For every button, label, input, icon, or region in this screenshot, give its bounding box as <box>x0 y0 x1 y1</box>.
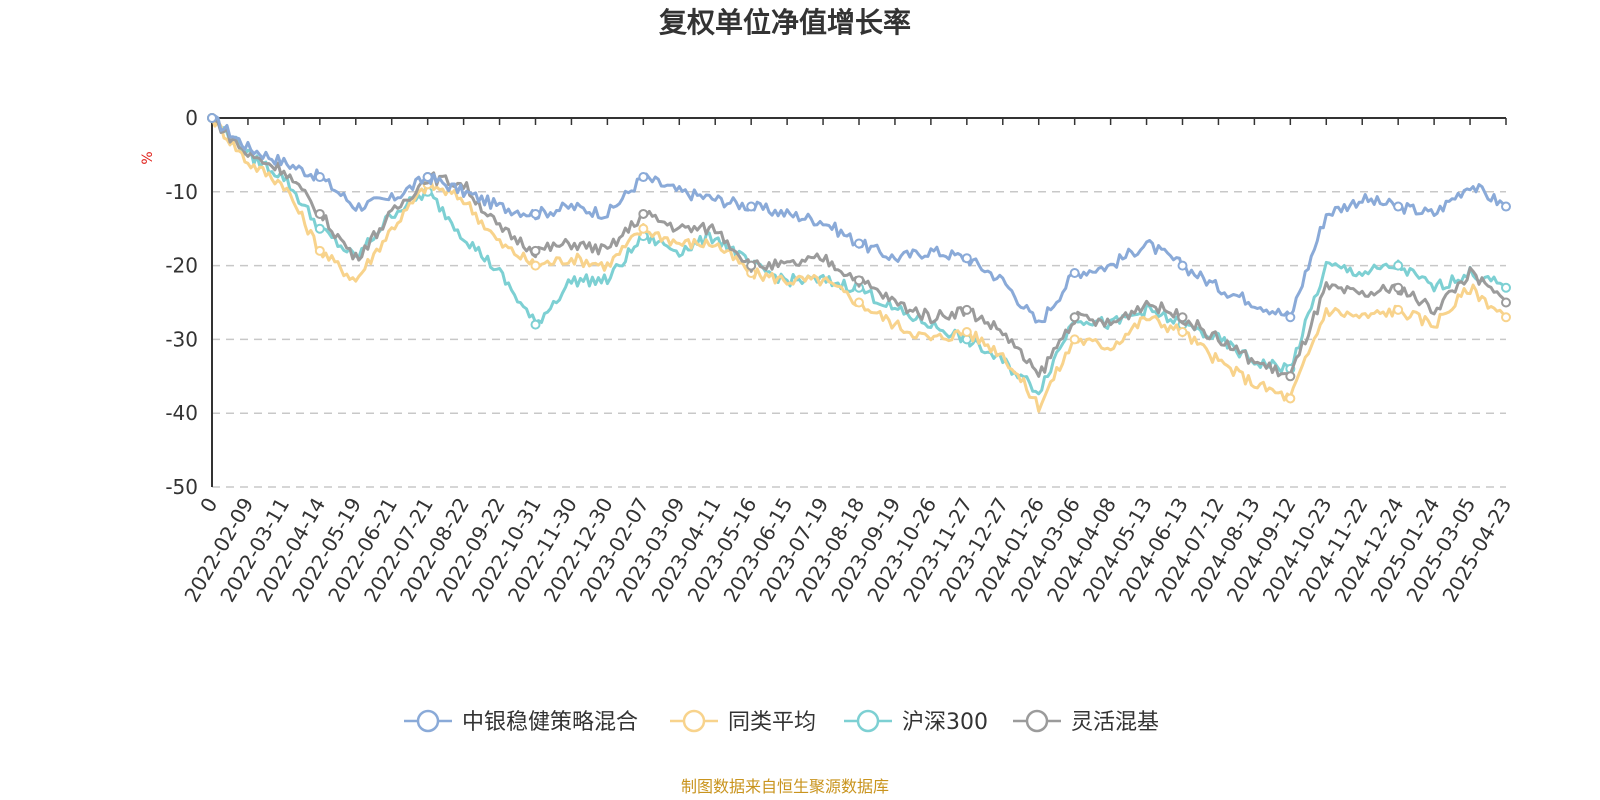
y-tick-label: -50 <box>165 475 198 499</box>
legend-marker <box>682 709 706 733</box>
data-point[interactable] <box>746 260 757 271</box>
data-point[interactable] <box>961 304 972 315</box>
legend-item[interactable]: 中银稳健策略混合 <box>404 709 638 735</box>
y-tick-label: -40 <box>165 401 198 425</box>
data-point[interactable] <box>1393 201 1404 212</box>
y-axis: 0 -10 -20 -30 -40 -50 <box>165 106 213 499</box>
data-point[interactable] <box>746 201 757 212</box>
data-point[interactable] <box>1285 393 1296 404</box>
grid-lines <box>212 191 1506 488</box>
data-point[interactable] <box>1501 297 1511 308</box>
data-point[interactable] <box>314 208 325 219</box>
x-tick-label: 0 <box>195 494 222 517</box>
series-line <box>210 117 1508 413</box>
data-point[interactable] <box>530 319 541 330</box>
data-point[interactable] <box>1393 260 1404 271</box>
data-point[interactable] <box>1069 267 1080 278</box>
data-point[interactable] <box>314 245 325 256</box>
y-tick-label: -30 <box>165 327 198 351</box>
data-point[interactable] <box>638 223 649 234</box>
y-tick-label: -20 <box>165 254 198 278</box>
data-point[interactable] <box>638 172 649 183</box>
data-point[interactable] <box>530 208 541 219</box>
legend-label: 同类平均 <box>728 710 816 735</box>
data-point[interactable] <box>854 297 864 308</box>
data-point[interactable] <box>961 253 972 264</box>
legend-label: 中银稳健策略混合 <box>462 710 638 735</box>
data-point[interactable] <box>961 327 972 338</box>
data-point[interactable] <box>1285 371 1296 382</box>
data-point[interactable] <box>530 245 541 256</box>
y-tick-label: 0 <box>185 106 198 130</box>
legend-label: 灵活混基 <box>1071 710 1159 735</box>
data-point[interactable] <box>854 275 864 286</box>
y-tick-label: -10 <box>165 180 198 204</box>
data-point[interactable] <box>1177 260 1188 271</box>
data-point[interactable] <box>1393 304 1404 315</box>
legend-marker <box>856 709 880 733</box>
legend-marker <box>1025 709 1049 733</box>
legend-marker <box>416 709 440 733</box>
legend: 中银稳健策略混合 同类平均 沪深300 灵活混基 <box>404 709 1159 735</box>
legend-item[interactable]: 灵活混基 <box>1013 709 1159 735</box>
data-point[interactable] <box>207 113 217 123</box>
series-group <box>207 113 1511 413</box>
data-point[interactable] <box>1393 282 1404 293</box>
data-point[interactable] <box>1501 312 1511 323</box>
data-point[interactable] <box>1501 201 1511 212</box>
legend-item[interactable]: 沪深300 <box>844 709 988 735</box>
data-point[interactable] <box>1501 282 1511 293</box>
data-point[interactable] <box>530 260 541 271</box>
data-point[interactable] <box>1285 312 1296 323</box>
data-point[interactable] <box>422 172 433 183</box>
data-point[interactable] <box>314 223 325 234</box>
data-point[interactable] <box>1177 312 1188 323</box>
legend-item[interactable]: 同类平均 <box>670 709 816 735</box>
x-axis: 02022-02-092022-03-112022-04-142022-05-1… <box>179 117 1516 606</box>
data-point[interactable] <box>854 238 864 249</box>
data-point[interactable] <box>638 208 649 219</box>
data-point[interactable] <box>314 172 325 183</box>
chart-title: 复权单位净值增长率 <box>659 6 911 39</box>
data-point[interactable] <box>1069 334 1080 345</box>
legend-label: 沪深300 <box>902 710 988 735</box>
data-point[interactable] <box>1177 327 1188 338</box>
data-point[interactable] <box>1069 312 1080 323</box>
y-axis-unit: % <box>140 151 156 164</box>
source-note: 制图数据来自恒生聚源数据库 <box>681 777 889 796</box>
